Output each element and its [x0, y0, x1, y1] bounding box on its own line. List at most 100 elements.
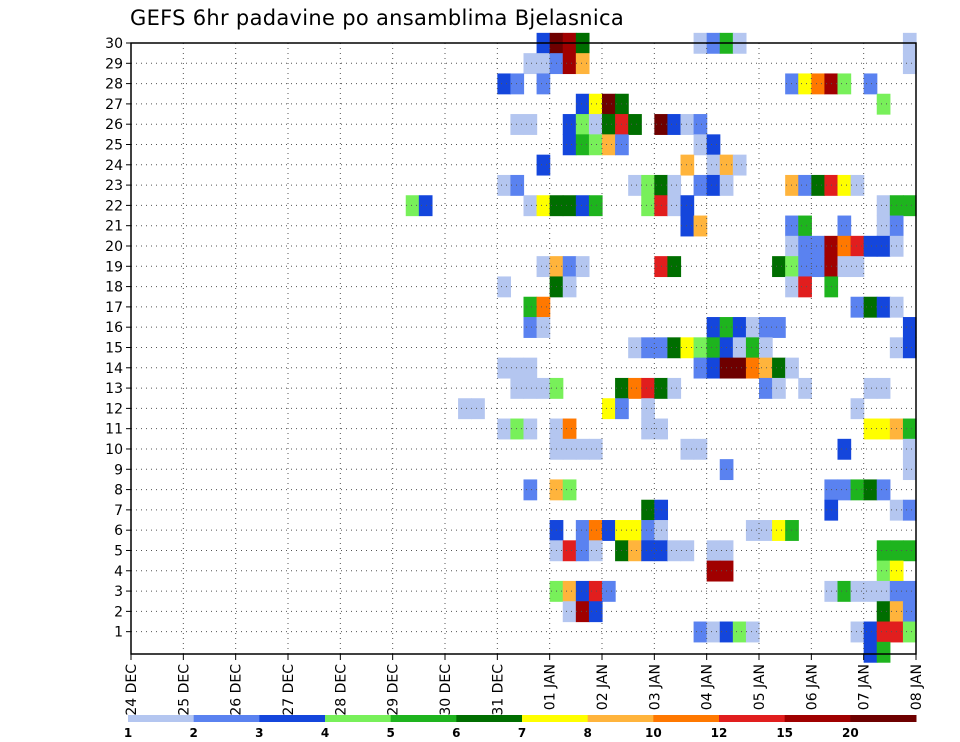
- heatmap-cell: [523, 479, 538, 501]
- heatmap-cell: [523, 357, 538, 379]
- heatmap-cell: [418, 195, 433, 217]
- heatmap-cell: [510, 377, 525, 399]
- y-tick-label: 27: [105, 97, 123, 113]
- heatmap-cell: [628, 114, 642, 135]
- heatmap-cell: [471, 398, 485, 420]
- heatmap-cell: [837, 479, 852, 501]
- heatmap-cell: [536, 377, 551, 399]
- heatmap-cell: [837, 174, 852, 196]
- heatmap-cell: [641, 195, 655, 217]
- heatmap-cell: [863, 621, 878, 643]
- heatmap-cell: [850, 235, 865, 257]
- y-tick-label: 3: [114, 584, 123, 600]
- heatmap-cell: [680, 114, 695, 135]
- heatmap-cell: [523, 296, 538, 318]
- colorbar-swatch: [325, 715, 392, 722]
- heatmap-cell: [667, 256, 682, 278]
- heatmap-cell: [602, 114, 616, 135]
- colorbar-swatch: [390, 715, 457, 722]
- heatmap-cell: [850, 398, 865, 420]
- colorbar-swatch: [456, 715, 523, 722]
- heatmap-cell: [745, 357, 760, 379]
- heatmap-cell: [667, 195, 682, 217]
- heatmap-cell: [575, 520, 590, 541]
- heatmap-cell: [772, 256, 786, 278]
- heatmap-cell: [902, 459, 917, 481]
- colorbar-label: 3: [255, 726, 263, 740]
- heatmap-cell: [759, 357, 773, 379]
- heatmap-cell: [536, 73, 551, 95]
- x-tick-label: 02 JAN: [595, 664, 611, 710]
- heatmap-cell: [562, 276, 577, 298]
- heatmap-cell: [510, 114, 525, 135]
- heatmap-cell: [902, 317, 917, 338]
- heatmap-cell: [850, 256, 865, 278]
- heatmap-cell: [510, 357, 525, 379]
- heatmap-cell: [732, 337, 747, 359]
- colorbar-label: 2: [189, 726, 197, 740]
- heatmap-cell: [745, 337, 760, 359]
- heatmap-cell: [562, 134, 577, 156]
- heatmap-cell: [588, 601, 603, 623]
- heatmap-cell: [732, 357, 747, 379]
- heatmap-cell: [863, 418, 878, 440]
- heatmap-cell: [745, 520, 760, 541]
- heatmap-cell: [562, 195, 577, 217]
- x-tick-label: 26 DEC: [229, 664, 245, 716]
- heatmap-cell: [706, 560, 721, 582]
- heatmap-cell: [850, 580, 865, 602]
- y-tick-label: 26: [105, 117, 123, 133]
- heatmap-cell: [667, 540, 682, 562]
- heatmap-cell: [680, 540, 695, 562]
- heatmap-cell: [523, 317, 538, 338]
- heatmap-cell: [575, 195, 590, 217]
- y-tick-label: 12: [105, 401, 123, 417]
- heatmap-cell: [785, 357, 799, 379]
- heatmap-cell: [902, 540, 917, 562]
- heatmap-cell: [811, 73, 826, 95]
- heatmap-cell: [785, 174, 799, 196]
- heatmap-cell: [876, 195, 891, 217]
- heatmap-cell: [641, 337, 655, 359]
- y-tick-label: 5: [114, 543, 123, 559]
- colorbar-swatch: [850, 715, 917, 722]
- heatmap-cell: [562, 580, 577, 602]
- heatmap-cell: [641, 418, 655, 440]
- heatmap-cell: [837, 256, 852, 278]
- heatmap-cell: [510, 73, 525, 95]
- heatmap-cell: [693, 174, 708, 196]
- y-axis-ticks: 1234567891011121314151617181920212223242…: [105, 36, 131, 641]
- heatmap-cell: [588, 520, 603, 541]
- y-tick-label: 17: [105, 300, 123, 316]
- heatmap-cell: [811, 174, 826, 196]
- x-tick-label: 07 JAN: [857, 664, 873, 710]
- heatmap-cell: [759, 377, 773, 399]
- chart-title: GEFS 6hr padavine po ansamblima Bjelasni…: [130, 6, 625, 30]
- y-tick-label: 6: [114, 523, 123, 539]
- heatmap-cell: [667, 114, 682, 135]
- y-tick-label: 4: [114, 564, 123, 580]
- heatmap-cell: [693, 114, 708, 135]
- heatmap-cell: [562, 53, 577, 75]
- heatmap-cell: [876, 641, 891, 663]
- heatmap-cell: [876, 377, 891, 399]
- heatmap-cell: [588, 195, 603, 217]
- heatmap-cell: [575, 256, 590, 278]
- heatmap-cell: [667, 377, 682, 399]
- colorbar-label: 7: [518, 726, 526, 740]
- heatmap-cell: [772, 520, 786, 541]
- heatmap-cell: [837, 580, 852, 602]
- heatmap-cell: [863, 377, 878, 399]
- y-tick-label: 1: [114, 625, 123, 641]
- heatmap-cell: [798, 256, 812, 278]
- heatmap-cell: [811, 235, 826, 257]
- heatmap-cell: [759, 317, 773, 338]
- heatmap-cell: [523, 418, 538, 440]
- heatmap-cell: [641, 520, 655, 541]
- heatmap-cell: [680, 195, 695, 217]
- heatmap-cell: [575, 540, 590, 562]
- heatmap-cell: [837, 215, 852, 237]
- heatmap-cell: [536, 154, 551, 176]
- heatmap-cell: [798, 174, 812, 196]
